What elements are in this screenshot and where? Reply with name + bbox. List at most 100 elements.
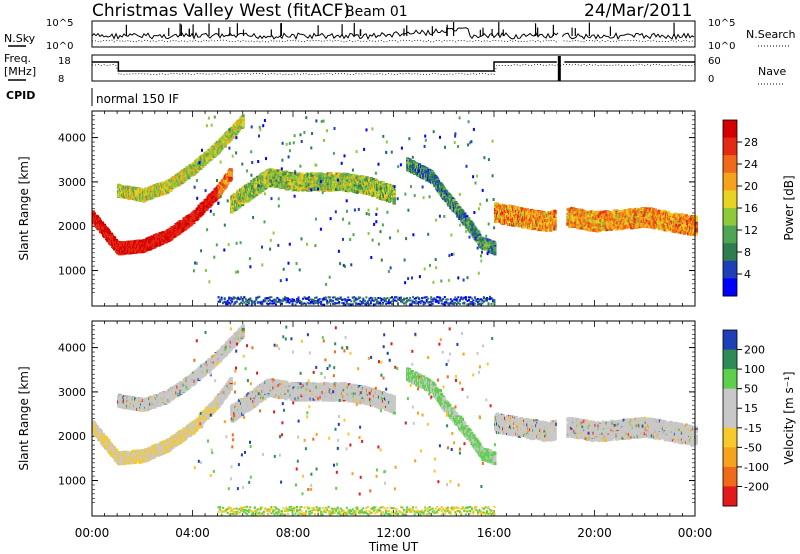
nsky-tick-top: 10^5 <box>46 18 73 29</box>
power-panel-cell <box>120 195 124 199</box>
power-panel-cell <box>175 180 179 184</box>
power-panel-cell <box>267 172 271 176</box>
power-panel-cell <box>249 188 253 192</box>
power-panel-cell <box>272 175 276 179</box>
freq-label: Freq. <box>4 52 31 65</box>
plot-title: Christmas Valley West (fitACF) <box>92 1 350 21</box>
power-panel-cell <box>223 142 227 146</box>
power-panel-cell <box>291 178 295 182</box>
power-panel-cell <box>226 180 230 184</box>
freq-tick-bottom: 8 <box>58 74 64 85</box>
nsky-trace <box>91 27 695 41</box>
power-panel-cell <box>251 183 255 187</box>
power-panel-cell <box>229 168 233 172</box>
power-panel-cell <box>92 210 95 214</box>
power-panel-cell <box>241 123 245 127</box>
power-panel-cell <box>284 174 288 177</box>
power-panel-cell <box>292 172 296 176</box>
power-panel-cell <box>171 235 175 239</box>
cpid-label: CPID <box>6 89 35 102</box>
power-panel-frame <box>91 110 696 307</box>
power-panel-cell <box>103 223 107 227</box>
power-panel-cell <box>169 189 173 192</box>
power-panel-cell <box>203 162 207 166</box>
power-panel-cell <box>241 120 245 124</box>
nsearch-tick-top: 10^5 <box>708 18 735 29</box>
cpid-program: normal 150 IF <box>96 92 179 106</box>
nsearch-tick-bottom: 10^0 <box>708 41 735 52</box>
power-panel-cell <box>238 195 242 199</box>
power-panel-cell <box>139 239 143 243</box>
power-panel-cell <box>98 217 101 221</box>
power-panel-cell <box>255 193 259 196</box>
power-panel-cell <box>241 203 245 207</box>
power-panel-cell <box>99 219 102 223</box>
power-panel-cell <box>210 156 214 160</box>
power-panel-cell <box>241 116 245 120</box>
power-panel-cell <box>113 236 117 240</box>
power-panel-cell <box>248 194 252 198</box>
power-panel-cell <box>214 198 218 202</box>
power-panel-cell <box>123 194 127 198</box>
power-panel-cell <box>242 187 246 191</box>
power-panel-ytick-label: 2000 <box>58 220 86 233</box>
power-panel-cell <box>242 201 246 205</box>
power-panel-cell <box>207 159 211 163</box>
date-label: 24/Mar/2011 <box>584 1 692 21</box>
power-panel-cell <box>260 181 264 185</box>
power-panel-cell <box>259 190 263 194</box>
beam-label: Beam 01 <box>345 4 408 20</box>
power-panel-cell <box>157 193 161 197</box>
power-panel-cell <box>147 186 151 190</box>
power-panel-cell <box>230 199 234 203</box>
freq-trace <box>92 61 695 72</box>
power-panel-cell <box>239 203 243 207</box>
power-panel-cell <box>273 179 277 183</box>
nave-trace <box>91 63 696 76</box>
power-panel-cell <box>241 192 245 196</box>
nsky-panel-frame <box>91 20 696 48</box>
power-panel-cell <box>110 232 114 236</box>
power-panel-cell <box>243 189 247 193</box>
power-panel-cell <box>241 114 245 118</box>
power-panel-cell <box>186 166 190 169</box>
power-panel-cell <box>144 249 148 253</box>
nave-tick-bottom: 0 <box>708 74 714 85</box>
power-panel-cell <box>201 211 205 215</box>
power-panel-ytick-label: 1000 <box>58 265 86 278</box>
nsky-tick-bottom: 10^0 <box>46 41 73 52</box>
power-panel-cell <box>165 240 169 244</box>
power-panel-cell <box>205 160 209 164</box>
power-panel-cell <box>229 173 233 177</box>
nsky-label: N.Sky <box>4 32 36 45</box>
power-panel-cell <box>101 221 104 225</box>
power-panel-cell <box>147 243 151 247</box>
power-panel-cell <box>144 198 148 202</box>
nave-tick-top: 60 <box>708 56 721 67</box>
power-panel-cell <box>190 222 194 226</box>
nsearch-trace <box>91 39 695 43</box>
nsky-gap <box>558 22 563 46</box>
power-panel-cell <box>229 137 233 141</box>
power-panel-cell <box>269 184 273 188</box>
power-panel-cell <box>241 125 245 129</box>
power-panel-cell <box>121 185 125 189</box>
freq-unit-label: [MHz] <box>4 65 36 78</box>
power-panel-cell <box>187 175 191 179</box>
power-panel-cell <box>266 180 270 183</box>
power-panel-cell <box>271 182 275 186</box>
power-panel-cell <box>240 199 244 203</box>
power-panel-cell <box>111 234 115 238</box>
power-panel-ytick-label: 4000 <box>58 132 86 145</box>
power-panel-ytick-label: 3000 <box>58 176 86 189</box>
power-panel-cell <box>272 168 276 172</box>
power-panel-cell <box>287 178 291 182</box>
power-panel-cell <box>248 197 252 201</box>
power-panel-cell <box>108 230 112 234</box>
power-panel-cell <box>107 228 111 232</box>
freq-tick-top: 18 <box>58 56 71 67</box>
power-panel-cell <box>201 164 205 168</box>
power-panel-cell <box>161 181 165 185</box>
power-panel-cell <box>223 186 227 190</box>
